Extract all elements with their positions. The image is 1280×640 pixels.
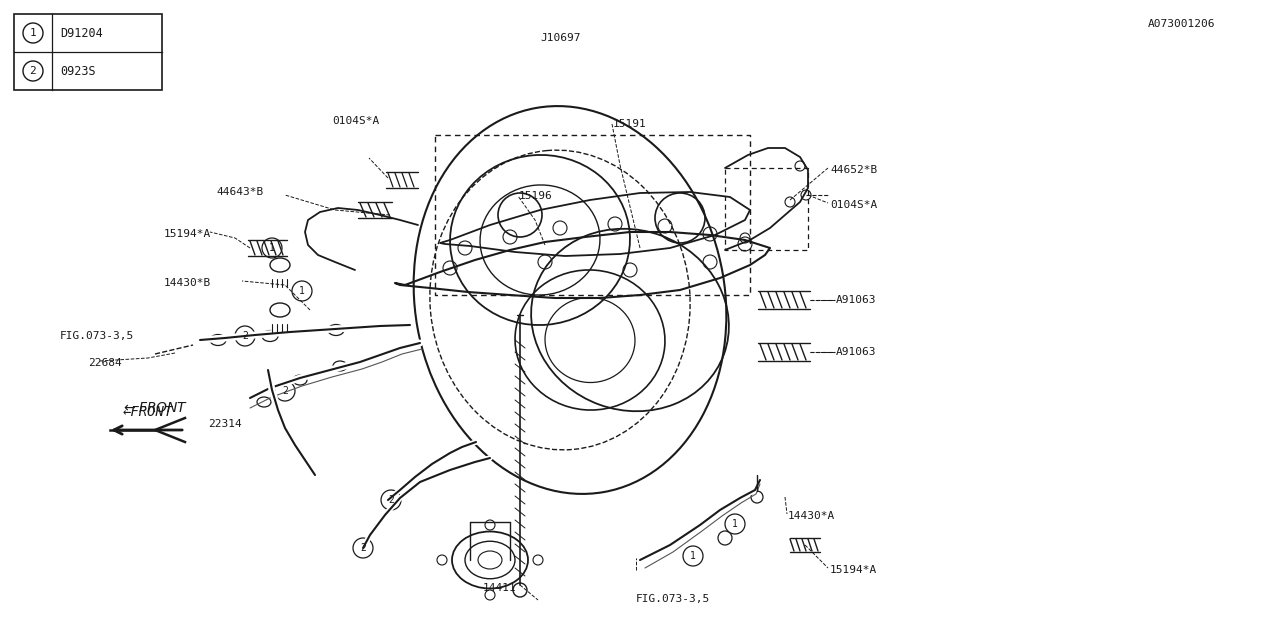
Text: 1: 1: [300, 286, 305, 296]
Text: 1: 1: [269, 243, 275, 253]
Text: 15194*A: 15194*A: [164, 229, 211, 239]
Text: 1: 1: [732, 519, 739, 529]
Circle shape: [292, 281, 312, 301]
Text: FIG.073-3,5: FIG.073-3,5: [60, 331, 134, 341]
Circle shape: [275, 381, 294, 401]
Circle shape: [353, 538, 372, 558]
Text: A91063: A91063: [836, 295, 877, 305]
Text: 14411: 14411: [483, 583, 517, 593]
Text: 14430*B: 14430*B: [164, 278, 211, 288]
Text: A073001206: A073001206: [1148, 19, 1216, 29]
Text: J10697: J10697: [540, 33, 581, 43]
Text: 1: 1: [29, 28, 36, 38]
Text: 44643*B: 44643*B: [216, 187, 264, 197]
Text: 0923S: 0923S: [60, 65, 96, 77]
Text: 0104S*A: 0104S*A: [332, 116, 379, 126]
Text: 2: 2: [388, 495, 394, 505]
Text: 15191: 15191: [613, 119, 646, 129]
Text: 15196: 15196: [518, 191, 553, 201]
Text: 2: 2: [360, 543, 366, 553]
Text: $\leftarrow$FRONT: $\leftarrow$FRONT: [122, 401, 188, 415]
Circle shape: [262, 238, 282, 258]
Text: 22314: 22314: [207, 419, 242, 429]
Text: 0104S*A: 0104S*A: [829, 200, 877, 210]
Bar: [14, 14, 163, 90]
Text: 2: 2: [282, 386, 288, 396]
Text: 2: 2: [242, 331, 248, 341]
Text: 14430*A: 14430*A: [788, 511, 836, 521]
Text: ←FRONT: ←FRONT: [123, 405, 173, 419]
Circle shape: [724, 514, 745, 534]
Text: 22684: 22684: [88, 358, 122, 368]
Text: D91204: D91204: [60, 26, 102, 40]
Text: FIG.073-3,5: FIG.073-3,5: [636, 594, 710, 604]
Text: 15194*A: 15194*A: [829, 565, 877, 575]
Circle shape: [381, 490, 401, 510]
Text: 2: 2: [29, 66, 36, 76]
Circle shape: [236, 326, 255, 346]
Text: A91063: A91063: [836, 347, 877, 357]
Text: 44652*B: 44652*B: [829, 165, 877, 175]
Circle shape: [684, 546, 703, 566]
Text: 1: 1: [690, 551, 696, 561]
